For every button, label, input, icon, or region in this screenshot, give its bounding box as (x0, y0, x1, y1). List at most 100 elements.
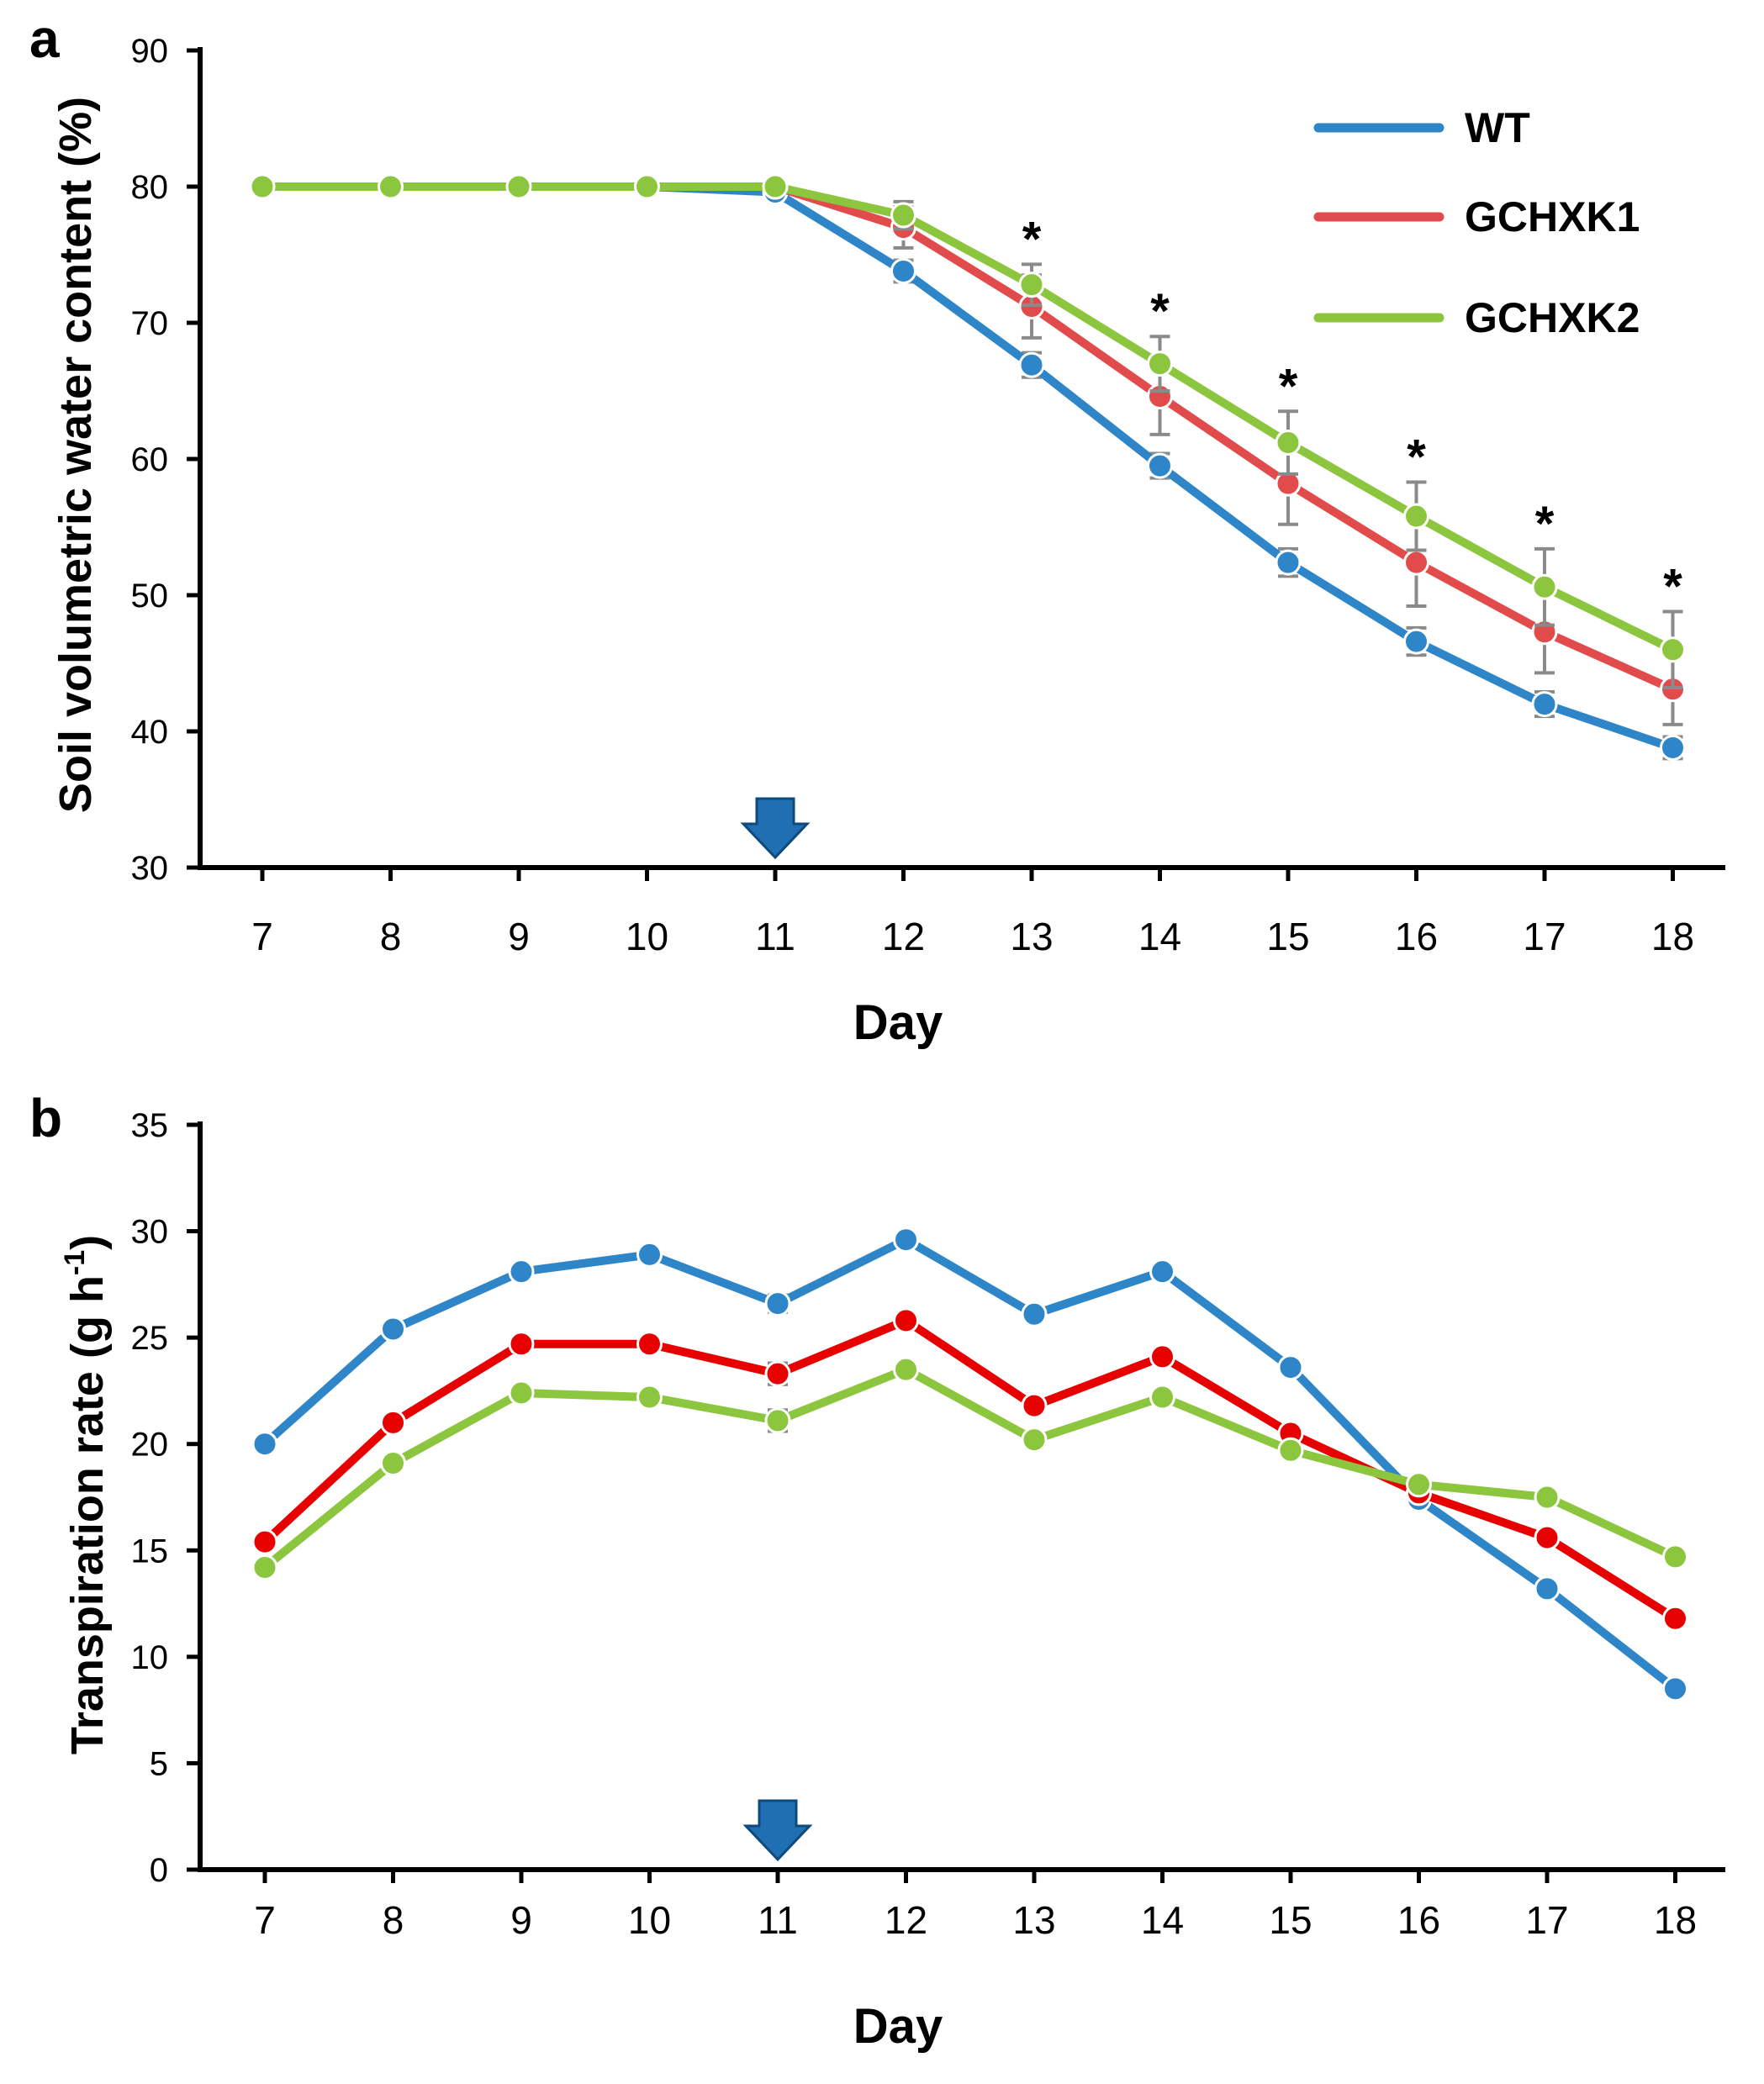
legend: WT GCHXK1 GCHXK2 (1313, 104, 1640, 341)
data-point (1403, 549, 1429, 576)
data-point (1531, 691, 1558, 718)
x-tick-label: 13 (1012, 1898, 1055, 1942)
data-point (505, 173, 532, 200)
x-tick-label: 15 (1266, 915, 1309, 958)
data-point (251, 1554, 278, 1581)
x-tick-label: 13 (1010, 915, 1053, 958)
data-point (1275, 430, 1302, 456)
y-tick-label: 35 (131, 1107, 169, 1144)
data-point (1018, 351, 1045, 378)
y-tick-label: 70 (131, 305, 169, 342)
x-tick-label: 8 (380, 915, 402, 958)
x-tick-label: 9 (508, 915, 530, 958)
data-point (764, 1360, 791, 1387)
panel-b-y-axis-label: Transpiration rate (g h-1) (59, 1235, 113, 1754)
data-point (890, 202, 916, 229)
significance-star: * (1150, 284, 1170, 339)
panel-b-series (251, 1227, 1688, 1702)
data-point (1147, 452, 1173, 479)
data-point (1147, 351, 1173, 377)
data-point (1277, 1437, 1304, 1464)
y-tick-label: 60 (131, 441, 169, 478)
series-WT (251, 1227, 1688, 1702)
data-point (634, 173, 660, 200)
x-tick-label: 10 (628, 1898, 671, 1942)
data-point (1534, 1484, 1561, 1511)
data-point (508, 1331, 535, 1358)
y-tick-label: 0 (150, 1852, 168, 1889)
panel-a-axes: 30 40 50 60 70 80 90 7 8 9 10 11 12 13 14 15 16 17 18 (131, 33, 1725, 958)
x-tick-label: 16 (1395, 915, 1438, 958)
significance-star: * (1022, 212, 1042, 266)
x-tick-label: 11 (755, 915, 795, 958)
x-tick-label: 18 (1654, 1898, 1697, 1942)
data-point (1149, 1258, 1175, 1285)
panel-b-x-axis-label: Day (853, 1999, 943, 2054)
data-point (893, 1307, 919, 1334)
data-point (1403, 503, 1429, 530)
y-tick-label: 50 (131, 578, 169, 615)
data-point (508, 1380, 535, 1406)
data-point (1534, 1575, 1561, 1602)
series-GCHXK1 (251, 1307, 1688, 1632)
series-line-GCHXK1 (262, 182, 1675, 694)
panel-b-y-label-sup: -1 (59, 1250, 91, 1275)
significance-star: * (1535, 497, 1555, 551)
x-tick-label: 14 (1138, 915, 1181, 958)
panel-b-axes: 0 5 10 15 20 25 30 35 7 8 9 10 11 12 13 14 15 16 17 18 (131, 1107, 1725, 1942)
panel-b-y-label-main: Transpiration rate (g h (62, 1275, 113, 1754)
data-point (1021, 1301, 1048, 1327)
data-point (1403, 628, 1429, 655)
x-tick-label: 16 (1397, 1898, 1440, 1942)
series-GCHXK2 (249, 173, 1686, 690)
data-point (1534, 1524, 1561, 1551)
panel-a-significance-marks: * * * * * * (1022, 212, 1683, 614)
data-point (380, 1316, 406, 1343)
data-point (1277, 1354, 1304, 1381)
data-point (1662, 1675, 1688, 1702)
significance-star: * (1279, 359, 1298, 414)
y-tick-label: 5 (150, 1745, 168, 1782)
legend-label-GCHXK1: GCHXK1 (1465, 193, 1640, 240)
data-point (508, 1258, 535, 1285)
down-arrow-icon (740, 797, 811, 860)
panel-b-y-label-end: ) (62, 1235, 113, 1250)
data-point (1660, 636, 1686, 663)
data-point (380, 1409, 406, 1436)
x-tick-label: 14 (1141, 1898, 1184, 1942)
x-tick-label: 12 (885, 1898, 927, 1942)
y-tick-label: 30 (131, 850, 169, 887)
x-tick-label: 15 (1269, 1898, 1312, 1942)
data-point (1018, 272, 1045, 298)
data-point (251, 1431, 278, 1458)
data-point (1149, 1384, 1175, 1411)
x-tick-label: 8 (383, 1898, 404, 1942)
series-line-GCHXK2 (261, 1365, 1677, 1571)
significance-star: * (1663, 559, 1682, 614)
panel-a-series (249, 173, 1686, 761)
panel-b-letter: b (29, 1088, 62, 1148)
series-GCHXK2 (251, 1356, 1688, 1581)
x-tick-label: 17 (1525, 1898, 1568, 1942)
x-tick-label: 7 (254, 1898, 276, 1942)
panel-a-arrow-icon (740, 797, 811, 860)
data-point (636, 1331, 663, 1358)
series-GCHXK1 (249, 173, 1686, 726)
y-tick-label: 90 (131, 33, 169, 70)
data-point (1021, 1392, 1048, 1419)
y-tick-label: 15 (131, 1533, 169, 1570)
data-point (1275, 549, 1302, 576)
down-arrow-icon (742, 1799, 813, 1862)
data-point (1021, 1427, 1048, 1454)
data-point (764, 1407, 791, 1434)
data-point (1662, 1605, 1688, 1632)
series-line-GCHXK1 (261, 1316, 1678, 1622)
data-point (762, 173, 789, 200)
legend-label-WT: WT (1465, 104, 1530, 151)
x-tick-label: 7 (251, 915, 273, 958)
y-tick-label: 40 (131, 714, 169, 751)
data-point (378, 173, 404, 200)
data-point (893, 1356, 919, 1383)
